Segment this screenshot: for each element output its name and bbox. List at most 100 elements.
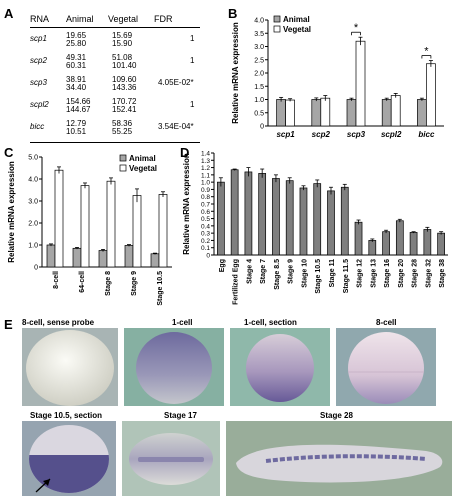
bar <box>417 99 427 127</box>
photo-label-8cell-sense: 8-cell, sense probe <box>22 318 95 327</box>
table-cell-animal: 12.79 <box>66 119 87 128</box>
y-tick-label: 1.4 <box>201 151 210 158</box>
table-cell-animal: 25.80 <box>66 39 87 48</box>
significance-star: * <box>354 22 359 34</box>
y-tick-label: 0.2 <box>201 238 210 245</box>
panel-letter-e: E <box>4 317 13 332</box>
x-tick-label: bicc <box>418 130 435 139</box>
legend-label: Vegetal <box>129 164 157 173</box>
x-tick-label: Stage 38 <box>439 259 446 288</box>
table-cell-animal: 144.67 <box>66 105 91 114</box>
bar <box>54 169 64 268</box>
table-cell-gene: scp2 <box>30 56 47 65</box>
table-header-fdr: FDR <box>154 14 173 24</box>
legend-swatch <box>119 154 127 162</box>
y-tick-label: 0.4 <box>201 223 210 230</box>
y-axis-label: Relative mRNA expression <box>231 22 240 124</box>
table-cell-vegetal: 101.40 <box>112 61 137 70</box>
y-tick-label: 0.5 <box>201 216 210 223</box>
table-cell-animal: 34.40 <box>66 83 87 92</box>
photo-label-stage17: Stage 17 <box>164 411 197 420</box>
y-tick-label: 1.5 <box>254 84 264 91</box>
bar <box>409 232 418 256</box>
bar <box>158 194 168 268</box>
table-rule-bottom <box>30 142 200 143</box>
x-tick-label: scp1 <box>276 130 295 139</box>
bar <box>106 180 116 268</box>
legend-label: Vegetal <box>283 25 311 34</box>
table-cell-vegetal: 58.36 <box>112 119 133 128</box>
x-tick-label: scpl2 <box>381 130 402 139</box>
y-tick-label: 0.7 <box>201 202 210 209</box>
table-cell-gene: scp3 <box>30 78 47 87</box>
y-tick-label: 2.0 <box>28 221 38 228</box>
x-tick-label: Stage 8 <box>105 271 112 296</box>
bar <box>320 97 331 127</box>
y-tick-label: 4.0 <box>254 18 264 25</box>
table-cell-gene: bicc <box>30 122 45 131</box>
legend-swatch <box>273 15 281 23</box>
y-axis-label: Relative mRNA expression <box>7 161 16 263</box>
bar <box>299 187 308 256</box>
y-tick-label: 1.2 <box>201 165 210 172</box>
x-tick-label: Stage 4 <box>246 259 253 284</box>
y-tick-label: 1.3 <box>201 158 210 165</box>
photo-8cell-sense-probe <box>22 328 118 406</box>
y-tick-label: 3.0 <box>28 199 38 206</box>
table-cell-fdr: 1 <box>190 56 195 65</box>
x-tick-label: Stage 11 <box>329 259 336 288</box>
panel-letter-d: D <box>180 145 190 160</box>
y-tick-label: 0.8 <box>201 194 210 201</box>
table-cell-vegetal: 15.90 <box>112 39 133 48</box>
y-tick-label: 0.3 <box>201 231 210 238</box>
x-tick-label: Stage 8.5 <box>274 259 281 290</box>
table-header-rna: RNA <box>30 14 50 24</box>
bar <box>244 171 253 256</box>
chart-d: 00.10.20.30.40.50.60.70.80.91.01.11.21.3… <box>182 151 448 305</box>
bar <box>327 190 335 256</box>
x-tick-label: scp3 <box>347 130 366 139</box>
bar <box>311 99 322 127</box>
bar <box>132 195 142 268</box>
x-tick-label: Stage 10.5 <box>157 271 164 306</box>
table-cell-animal: 154.66 <box>66 97 91 106</box>
photo-stage-17 <box>122 421 220 496</box>
x-tick-label: Stage 11.5 <box>343 259 350 293</box>
table-cell-vegetal: 55.25 <box>112 127 133 136</box>
y-tick-label: 0.1 <box>201 245 210 252</box>
panel-letter-c: C <box>4 145 14 160</box>
bar <box>272 178 280 256</box>
table-cell-vegetal: 152.41 <box>112 105 137 114</box>
photo-label-stage28: Stage 28 <box>320 411 353 420</box>
y-tick-label: 1.0 <box>28 243 38 250</box>
y-tick-label: 0.5 <box>254 110 264 117</box>
x-tick-label: Stage 7 <box>260 259 267 284</box>
x-tick-label: 64-cell <box>79 271 86 293</box>
y-tick-label: 1.0 <box>254 97 264 104</box>
legend-label: Animal <box>283 15 310 24</box>
panel-letter-b: B <box>228 6 238 21</box>
photo-1cell-section <box>230 328 330 406</box>
y-tick-label: 4.0 <box>28 177 38 184</box>
bar <box>72 247 82 268</box>
y-tick-label: 3.5 <box>254 31 264 38</box>
bar <box>423 229 432 256</box>
x-tick-label: Stage 9 <box>288 259 295 284</box>
chart-b: 0 0.5 1.0 1.5 2.0 2.5 3.0 3.5 4.0 Relative mRNA e… <box>231 15 444 139</box>
photo-label-1cell: 1-cell <box>172 318 193 327</box>
table-cell-vegetal: 143.36 <box>112 83 137 92</box>
legend-swatch <box>119 164 127 172</box>
x-tick-label: Stage 10.5 <box>315 259 322 294</box>
table-cell-fdr: 1 <box>190 34 195 43</box>
legend-label: Animal <box>129 154 156 163</box>
bar <box>80 185 90 268</box>
y-tick-label: 2.0 <box>254 71 264 78</box>
photo-stage-10-5-section <box>22 421 116 496</box>
table-cell-animal: 60.31 <box>66 61 87 70</box>
table-rule-top <box>30 27 200 28</box>
table-cell-vegetal: 170.72 <box>112 97 137 106</box>
table-cell-vegetal: 51.08 <box>112 53 133 62</box>
y-tick-label: 1.0 <box>201 180 210 187</box>
bar <box>340 186 349 256</box>
bar <box>230 169 239 256</box>
